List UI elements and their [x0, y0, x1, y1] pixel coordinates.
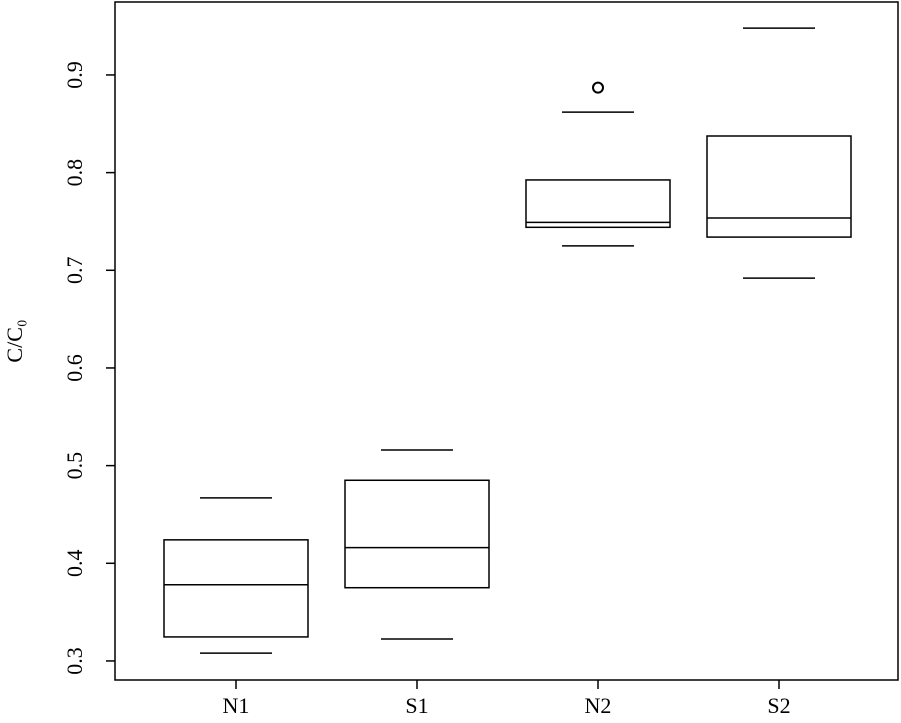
- x-tick-label: S2: [767, 693, 790, 718]
- y-tick-label: 0.5: [62, 452, 87, 480]
- x-tick-label: S1: [405, 693, 428, 718]
- plot-frame: [114, 1, 899, 681]
- y-tick-label: 0.6: [62, 354, 87, 382]
- y-tick-label: 0.4: [62, 550, 87, 578]
- box: [706, 135, 852, 238]
- box: [344, 479, 490, 589]
- x-tick-label: N2: [585, 693, 612, 718]
- box: [163, 539, 309, 638]
- y-axis-label: C/C₀: [2, 319, 27, 362]
- y-tick-label: 0.8: [62, 159, 87, 187]
- box: [525, 179, 671, 229]
- y-tick-label: 0.7: [62, 257, 87, 285]
- y-tick-label: 0.9: [62, 61, 87, 89]
- x-tick-label: N1: [223, 693, 250, 718]
- outlier: [592, 81, 604, 94]
- y-tick-label: 0.3: [62, 647, 87, 675]
